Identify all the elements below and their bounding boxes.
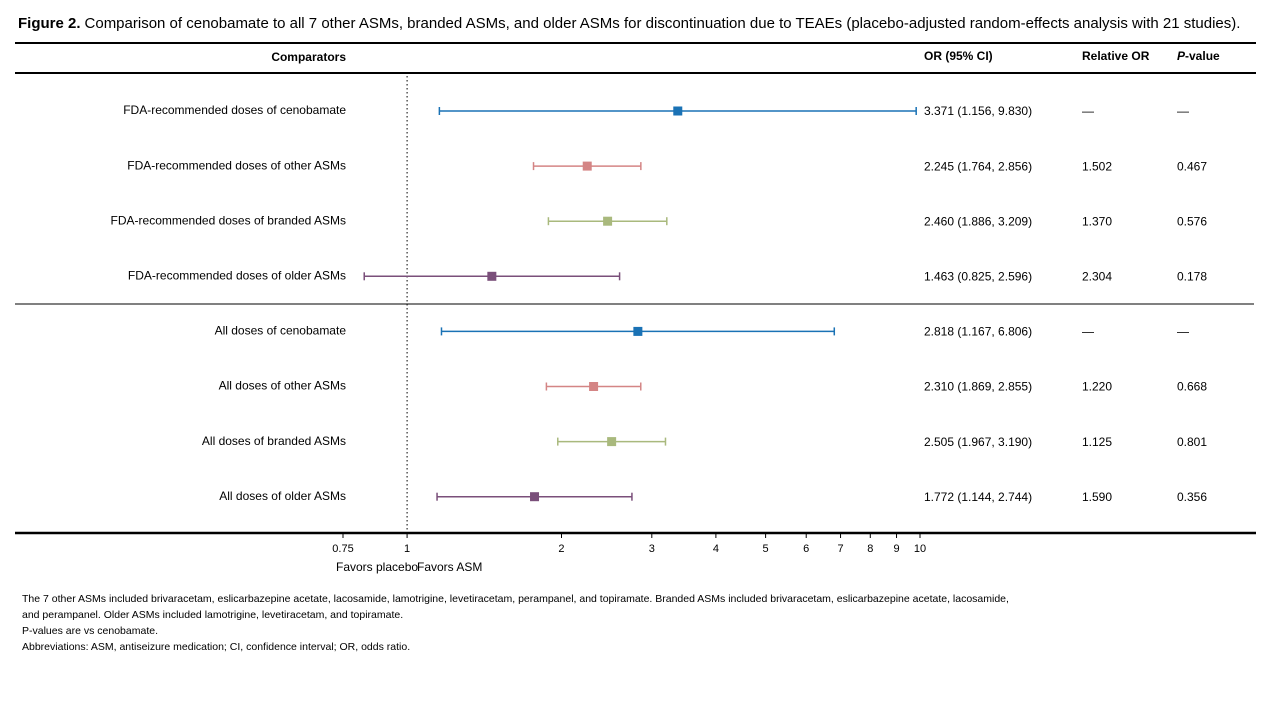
point-estimate <box>633 326 643 336</box>
or-ci: 2.505 (1.967, 3.190) <box>924 435 1032 449</box>
footnote: Abbreviations: ASM, antiseizure medicati… <box>22 641 410 653</box>
row-label: All doses of older ASMs <box>219 489 346 503</box>
row-label: FDA-recommended doses of other ASMs <box>127 158 346 172</box>
favors-right: Favors ASM <box>417 560 482 574</box>
row-label: FDA-recommended doses of branded ASMs <box>111 213 346 227</box>
relative-or: 1.125 <box>1082 435 1112 449</box>
point-estimate <box>607 437 617 447</box>
p-value: — <box>1177 325 1189 339</box>
point-estimate <box>530 492 540 502</box>
p-value: 0.801 <box>1177 435 1207 449</box>
x-tick-label: 3 <box>649 543 655 555</box>
p-italic: P <box>1177 49 1186 63</box>
row-label: FDA-recommended doses of cenobamate <box>123 103 346 117</box>
p-value: 0.356 <box>1177 490 1207 504</box>
or-ci: 1.463 (0.825, 2.596) <box>924 269 1032 283</box>
x-tick-label: 8 <box>867 543 873 555</box>
point-estimate <box>673 106 683 116</box>
x-tick-label: 2 <box>558 543 564 555</box>
p-value: 0.576 <box>1177 214 1207 228</box>
p-value: 0.178 <box>1177 269 1207 283</box>
footnote: P-values are vs cenobamate. <box>22 625 158 637</box>
row-label: All doses of other ASMs <box>219 379 346 393</box>
relative-or: 1.220 <box>1082 380 1112 394</box>
point-estimate <box>487 271 497 281</box>
x-tick-label: 9 <box>893 543 899 555</box>
column-header: Comparators <box>271 50 346 64</box>
point-estimate <box>603 216 613 226</box>
x-tick-label: 10 <box>914 543 926 555</box>
or-ci: 1.772 (1.144, 2.744) <box>924 490 1032 504</box>
column-header: OR (95% CI) <box>924 49 993 63</box>
row-label: All doses of branded ASMs <box>202 434 346 448</box>
or-ci: 2.460 (1.886, 3.209) <box>924 214 1032 228</box>
column-header: Relative OR <box>1082 49 1150 63</box>
footnote: The 7 other ASMs included brivaracetam, … <box>22 593 1009 605</box>
column-header: P-value <box>1177 49 1220 63</box>
or-ci: 3.371 (1.156, 9.830) <box>924 104 1032 118</box>
relative-or: — <box>1082 325 1094 339</box>
point-estimate <box>589 382 599 391</box>
relative-or: 2.304 <box>1082 269 1112 283</box>
x-tick-label: 4 <box>713 543 719 555</box>
point-estimate <box>582 161 592 171</box>
relative-or: 1.590 <box>1082 490 1112 504</box>
chart-title: Comparison of cenobamate to all 7 other … <box>85 15 1241 32</box>
favors-left: Favors placebo <box>336 560 418 574</box>
footnote: and perampanel. Older ASMs included lamo… <box>22 609 403 621</box>
x-tick-label: 6 <box>803 543 809 555</box>
p-value: 0.467 <box>1177 159 1207 173</box>
x-tick-label: 5 <box>763 543 769 555</box>
or-ci: 2.245 (1.764, 2.856) <box>924 159 1032 173</box>
or-ci: 2.818 (1.167, 6.806) <box>924 325 1032 339</box>
p-value: 0.668 <box>1177 380 1207 394</box>
or-ci: 2.310 (1.869, 2.855) <box>924 380 1032 394</box>
relative-or: 1.370 <box>1082 214 1112 228</box>
title-line: Figure 2. Comparison of cenobamate to all… <box>18 15 1240 32</box>
x-tick-label: 0.75 <box>332 543 353 555</box>
relative-or: 1.502 <box>1082 159 1112 173</box>
x-tick-label: 7 <box>837 543 843 555</box>
p-value: — <box>1177 104 1189 118</box>
row-label: FDA-recommended doses of older ASMs <box>128 268 346 282</box>
relative-or: — <box>1082 104 1094 118</box>
x-tick-label: 1 <box>404 543 410 555</box>
p-rest: -value <box>1185 49 1220 63</box>
figure-label: Figure 2. <box>18 15 81 32</box>
row-label: All doses of cenobamate <box>215 324 347 338</box>
